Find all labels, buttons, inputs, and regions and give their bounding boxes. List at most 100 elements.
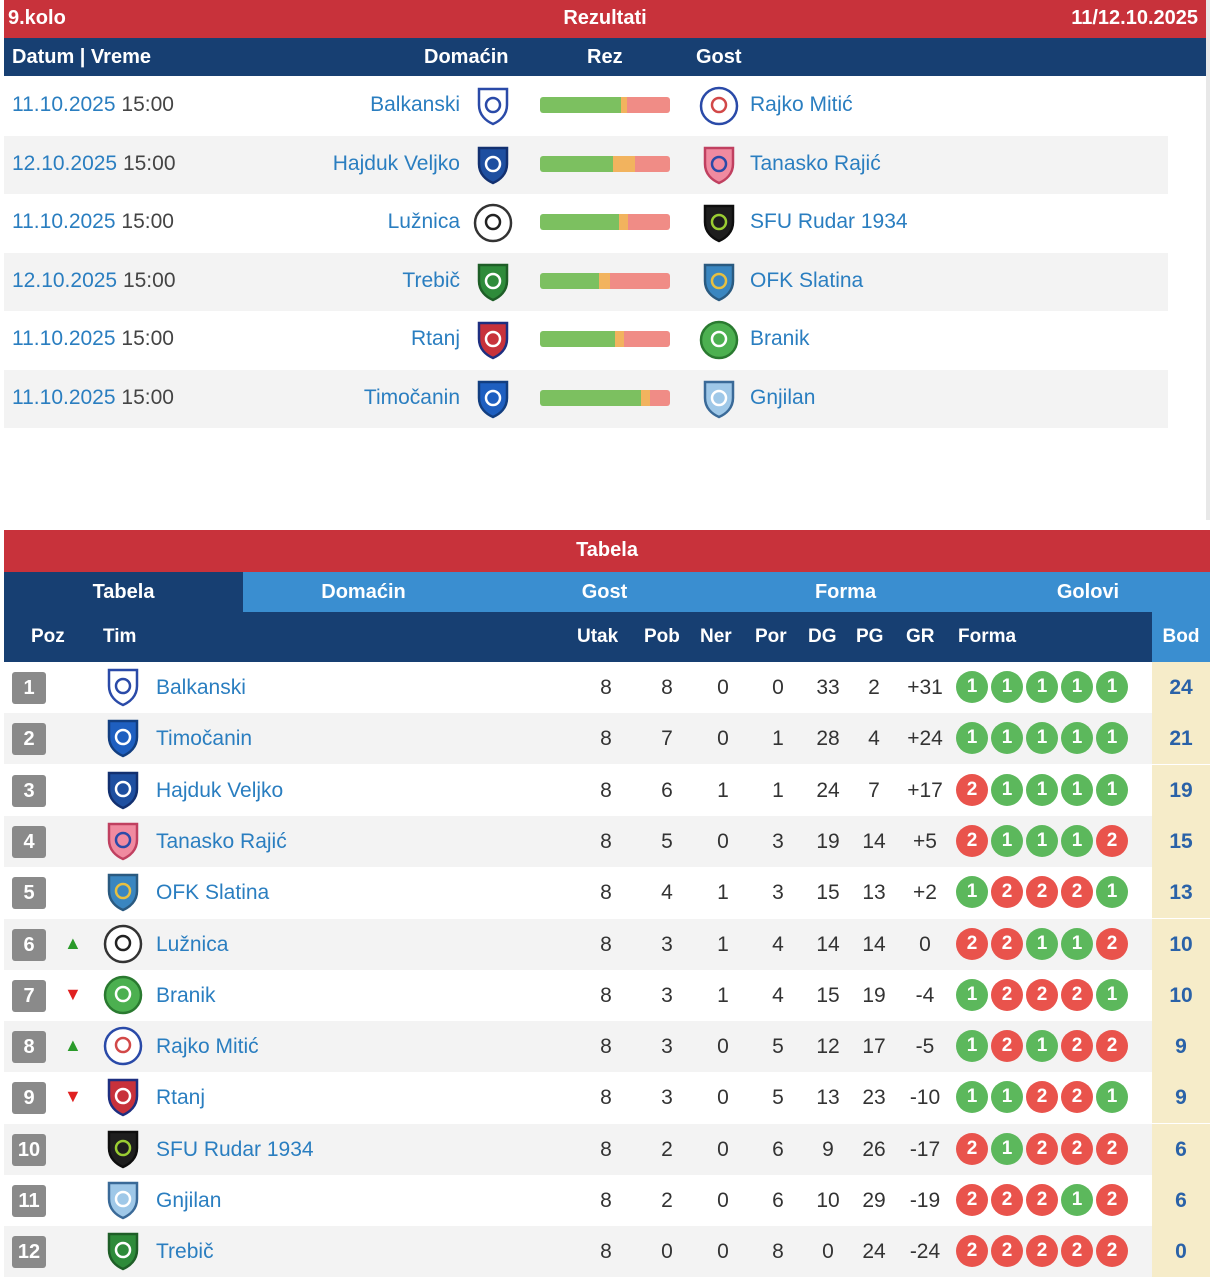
form-loss-badge[interactable]: 2: [1026, 978, 1058, 1011]
team-name-link[interactable]: Rtanj: [156, 1086, 206, 1110]
form-win-badge[interactable]: 1: [956, 722, 988, 755]
form-loss-badge[interactable]: 2: [991, 978, 1023, 1011]
away-team-link[interactable]: OFK Slatina: [750, 268, 864, 292]
tab-forma[interactable]: Forma: [814, 581, 877, 603]
team-name-link[interactable]: Branik: [156, 983, 216, 1007]
home-team-logo[interactable]: [472, 144, 514, 186]
form-win-badge[interactable]: 1: [1061, 722, 1093, 755]
match-score-bar[interactable]: [540, 97, 670, 113]
team-logo[interactable]: [102, 1179, 144, 1221]
home-team-link[interactable]: Hajduk Veljko: [332, 151, 460, 175]
form-win-badge[interactable]: 1: [991, 671, 1023, 703]
team-name-link[interactable]: Trebič: [156, 1240, 214, 1264]
team-logo[interactable]: [102, 923, 144, 965]
team-logo[interactable]: [102, 717, 144, 759]
form-loss-badge[interactable]: 2: [1026, 1132, 1058, 1165]
team-logo[interactable]: [102, 666, 144, 708]
form-loss-badge[interactable]: 2: [1026, 1081, 1058, 1114]
team-name-link[interactable]: Gnjilan: [156, 1189, 222, 1212]
team-name-link[interactable]: Timočanin: [156, 727, 253, 751]
match-date[interactable]: 11.10.2025: [12, 93, 116, 116]
form-loss-badge[interactable]: 2: [956, 773, 988, 806]
form-loss-badge[interactable]: 2: [1096, 927, 1128, 960]
form-win-badge[interactable]: 1: [1026, 773, 1058, 806]
form-win-badge[interactable]: 1: [991, 722, 1023, 755]
match-score-bar[interactable]: [540, 331, 670, 347]
home-team-logo[interactable]: [472, 202, 514, 244]
form-loss-badge[interactable]: 2: [956, 927, 988, 960]
form-loss-badge[interactable]: 2: [1061, 876, 1093, 909]
form-loss-badge[interactable]: 2: [1096, 1030, 1128, 1063]
away-team-link[interactable]: Rajko Mitić: [750, 93, 853, 116]
home-team-logo[interactable]: [472, 378, 514, 420]
team-name-link[interactable]: Rajko Mitić: [156, 1035, 259, 1059]
match-score-bar[interactable]: [540, 155, 670, 172]
team-logo[interactable]: [102, 769, 144, 811]
form-loss-badge[interactable]: 2: [1061, 978, 1093, 1011]
home-team-logo[interactable]: [472, 261, 514, 303]
form-win-badge[interactable]: 1: [1096, 978, 1128, 1011]
form-win-badge[interactable]: 1: [1026, 671, 1058, 703]
form-loss-badge[interactable]: 2: [991, 1184, 1023, 1216]
form-loss-badge[interactable]: 2: [956, 1132, 988, 1165]
away-team-link[interactable]: Gnjilan: [750, 385, 816, 409]
form-win-badge[interactable]: 1: [991, 1081, 1023, 1114]
form-loss-badge[interactable]: 2: [956, 1184, 988, 1216]
team-name-link[interactable]: Hajduk Veljko: [156, 778, 284, 802]
form-win-badge[interactable]: 1: [991, 1132, 1023, 1165]
team-name-link[interactable]: Lužnica: [156, 932, 229, 956]
away-team-logo[interactable]: [698, 85, 740, 127]
form-loss-badge[interactable]: 2: [991, 1235, 1023, 1268]
away-team-logo[interactable]: [698, 144, 740, 186]
form-win-badge[interactable]: 1: [1061, 773, 1093, 806]
form-win-badge[interactable]: 1: [1061, 824, 1093, 857]
match-score-bar[interactable]: [540, 272, 670, 289]
team-name-link[interactable]: SFU Rudar 1934: [156, 1137, 314, 1161]
form-win-badge[interactable]: 1: [1096, 671, 1128, 703]
form-loss-badge[interactable]: 2: [1026, 1184, 1058, 1216]
form-loss-badge[interactable]: 2: [1061, 1132, 1093, 1165]
team-logo[interactable]: [102, 1076, 144, 1118]
match-date[interactable]: 12.10.2025: [12, 268, 118, 292]
form-win-badge[interactable]: 1: [1096, 773, 1128, 806]
tab-golovi[interactable]: Golovi: [1056, 581, 1120, 603]
match-date[interactable]: 11.10.2025: [12, 327, 116, 350]
form-loss-badge[interactable]: 2: [956, 824, 988, 857]
tab-domacin[interactable]: Domaćin: [321, 581, 406, 603]
form-win-badge[interactable]: 1: [1026, 927, 1058, 960]
form-win-badge[interactable]: 1: [1061, 927, 1093, 960]
team-logo[interactable]: [102, 974, 144, 1016]
team-logo[interactable]: [102, 1230, 144, 1272]
home-team-link[interactable]: Lužnica: [387, 210, 460, 233]
form-loss-badge[interactable]: 2: [956, 1235, 988, 1268]
team-logo[interactable]: [102, 1025, 144, 1067]
home-team-link[interactable]: Timočanin: [363, 385, 460, 409]
match-score-bar[interactable]: [540, 214, 670, 230]
form-loss-badge[interactable]: 2: [1061, 1235, 1093, 1268]
home-team-link[interactable]: Rtanj: [410, 327, 460, 350]
form-loss-badge[interactable]: 2: [1061, 1030, 1093, 1063]
form-loss-badge[interactable]: 2: [1061, 1081, 1093, 1114]
team-logo[interactable]: [102, 1128, 144, 1170]
form-loss-badge[interactable]: 2: [991, 876, 1023, 909]
team-logo[interactable]: [102, 820, 144, 862]
home-team-logo[interactable]: [472, 85, 514, 127]
form-win-badge[interactable]: 1: [956, 876, 988, 909]
form-win-badge[interactable]: 1: [1061, 671, 1093, 703]
tab-tabela[interactable]: Tabela: [4, 572, 243, 612]
form-win-badge[interactable]: 1: [991, 824, 1023, 857]
team-logo[interactable]: [102, 871, 144, 913]
form-win-badge[interactable]: 1: [1096, 1081, 1128, 1114]
form-win-badge[interactable]: 1: [1026, 1030, 1058, 1063]
team-name-link[interactable]: Balkanski: [156, 676, 246, 699]
form-win-badge[interactable]: 1: [1026, 722, 1058, 755]
match-date[interactable]: 11.10.2025: [12, 385, 116, 409]
away-team-link[interactable]: Tanasko Rajić: [750, 151, 881, 175]
team-name-link[interactable]: Tanasko Rajić: [156, 829, 287, 853]
team-name-link[interactable]: OFK Slatina: [156, 881, 270, 905]
away-team-logo[interactable]: [698, 261, 740, 303]
form-loss-badge[interactable]: 2: [1096, 824, 1128, 857]
form-win-badge[interactable]: 1: [1096, 722, 1128, 755]
away-team-logo[interactable]: [698, 202, 740, 244]
form-loss-badge[interactable]: 2: [991, 927, 1023, 960]
